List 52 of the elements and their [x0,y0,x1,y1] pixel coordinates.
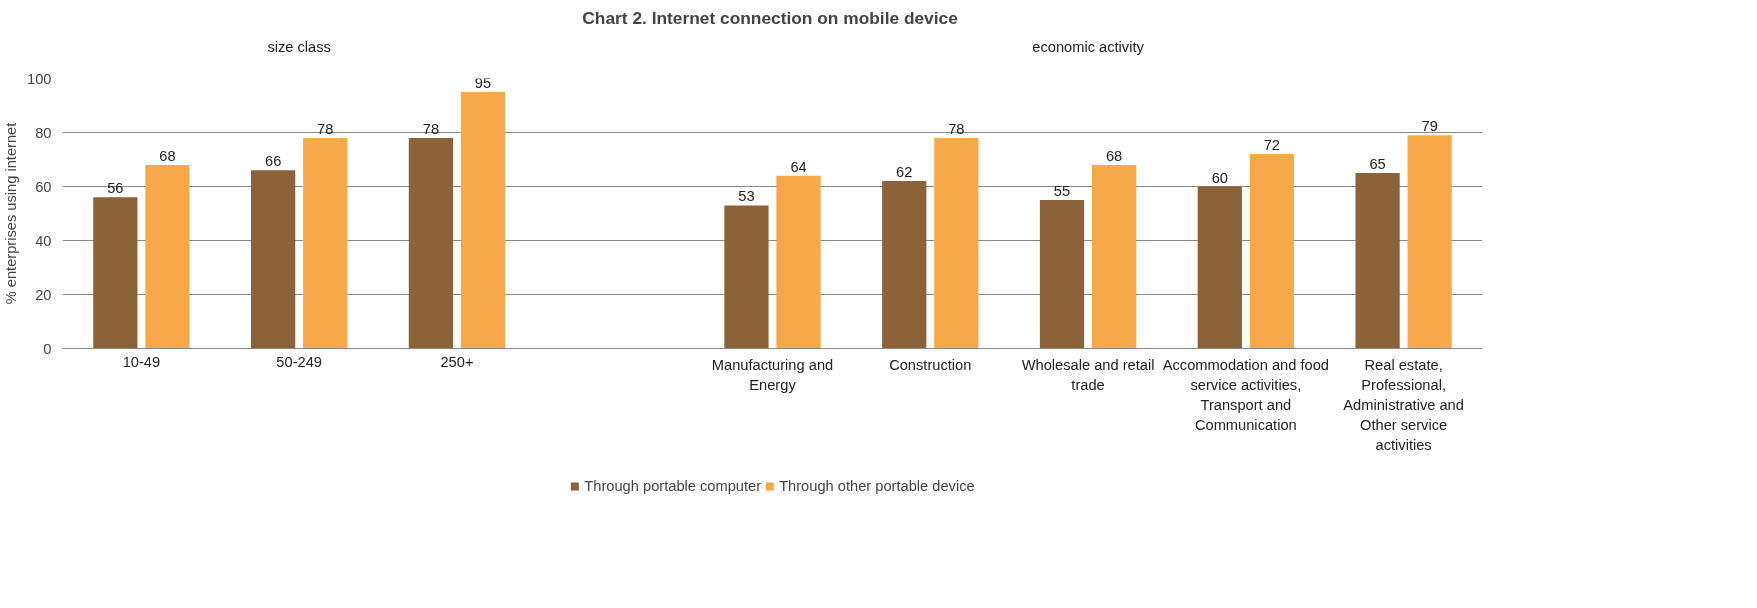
y-tick-label: 0 [43,340,52,357]
data-label: 55 [1053,183,1071,199]
text: size class [267,38,331,55]
bar [1091,164,1137,349]
y-tick-label: 100 [27,70,52,87]
y-tick-label: 20 [35,286,52,303]
bar [934,137,979,349]
data-label: 66 [264,153,282,170]
y-tick-label: 80 [35,124,52,141]
y-axis-title: % enterprises using internet [3,122,20,305]
bar [93,197,138,349]
x-tick-label: Manufacturing and Energy [711,356,834,393]
data-label: 62 [896,164,913,181]
bar [251,170,296,349]
chart-title: Chart 2. Internet connection on mobile device [582,7,959,28]
data-label: 53 [738,188,755,205]
data-label: 78 [317,120,334,137]
x-tick-label: 250+ [440,353,474,370]
bar [776,175,821,349]
bar [1355,173,1400,349]
data-label: 79 [1421,118,1438,135]
bar [303,137,348,349]
legend-label: Through other portable device [779,478,975,494]
data-label: 95 [474,75,492,91]
bar [1039,200,1085,349]
bar [1249,154,1294,349]
data-label: 78 [948,120,965,137]
bar [882,181,927,349]
text: economic activity [1032,38,1145,55]
x-tick-label: Real estate, Professional, Administrative and Other service activities [1343,356,1464,453]
data-label: 64 [790,158,807,175]
bar [1197,186,1242,349]
data-label: 60 [1211,169,1228,186]
x-tick-label: Accommodation and food service activities, Transport and Communication [1162,356,1329,433]
x-tick-label: Wholesale and retail trade [1021,356,1155,393]
bar [408,137,454,349]
y-tick-label: 40 [35,232,52,249]
bar [460,92,506,349]
bar [1407,135,1452,349]
data-label: 56 [107,180,124,197]
data-label: 65 [1369,156,1386,172]
bar [145,164,190,349]
data-label: 68 [1105,147,1123,164]
bar [724,205,769,349]
data-label: 72 [1263,137,1281,154]
x-tick-label: 10-49 [122,353,161,370]
y-tick-label: 60 [35,178,52,195]
data-label: 78 [422,120,440,137]
legend-label: Through portable computer [584,478,762,494]
data-label: 68 [159,147,176,164]
x-tick-label: 50-249 [276,353,322,370]
x-tick-label: Construction [889,356,972,373]
